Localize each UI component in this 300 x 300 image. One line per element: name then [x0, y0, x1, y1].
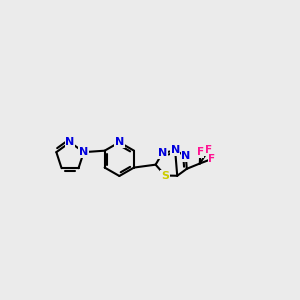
- Text: N: N: [181, 151, 190, 161]
- Text: N: N: [65, 137, 75, 147]
- Text: N: N: [158, 148, 167, 158]
- Text: S: S: [161, 170, 169, 181]
- Text: F: F: [205, 145, 212, 155]
- Text: N: N: [79, 147, 88, 157]
- Text: F: F: [208, 154, 215, 164]
- Text: N: N: [170, 145, 180, 155]
- Text: F: F: [197, 147, 204, 157]
- Text: N: N: [115, 137, 124, 147]
